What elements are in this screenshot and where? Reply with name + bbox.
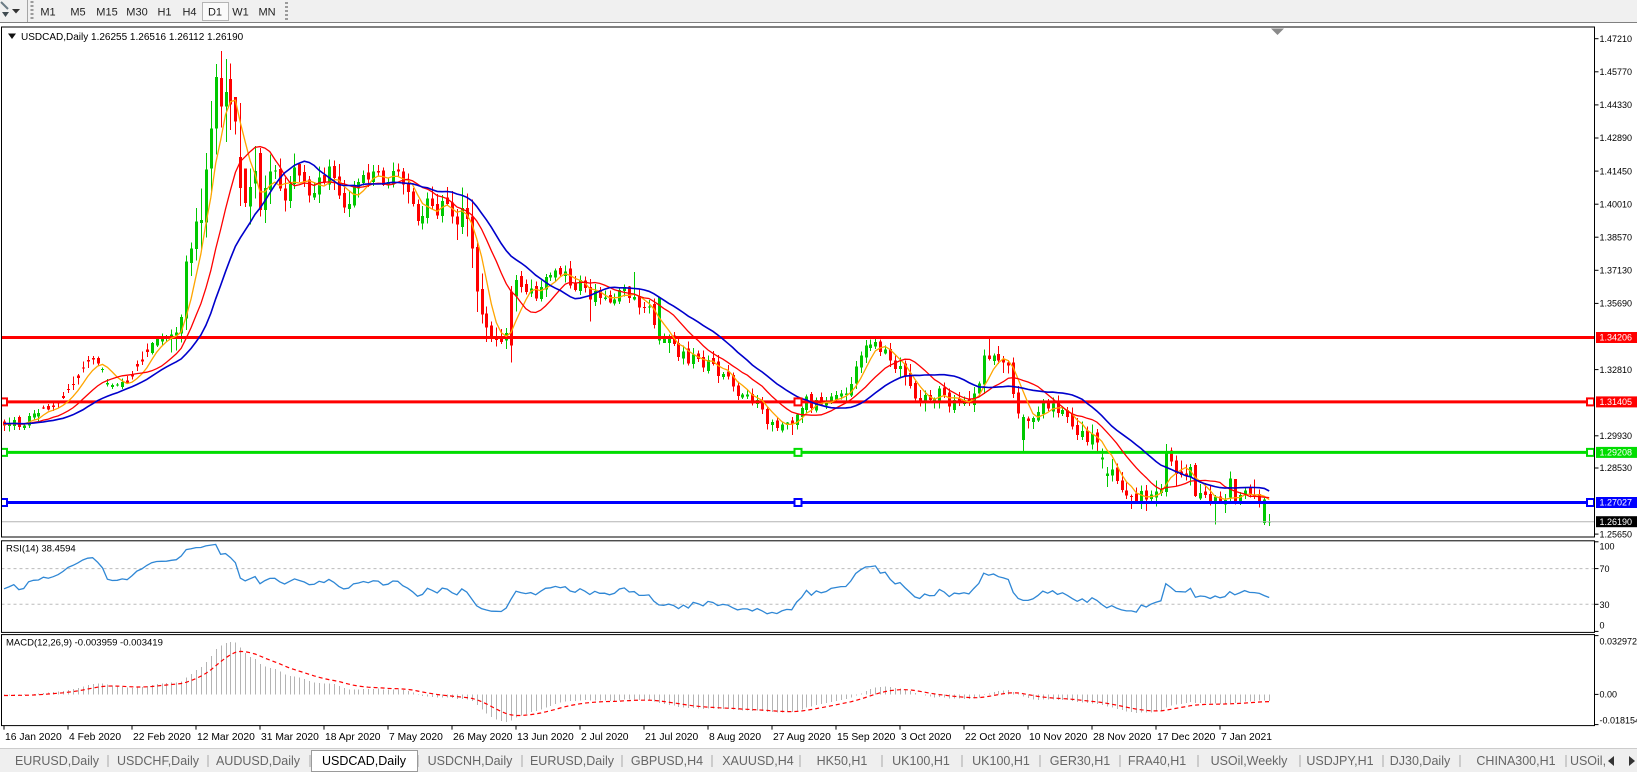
svg-text:7 May 2020: 7 May 2020 — [389, 732, 443, 743]
svg-text:H4: H4 — [182, 7, 196, 19]
svg-text:1.35690: 1.35690 — [1600, 299, 1633, 309]
svg-text:8 Aug 2020: 8 Aug 2020 — [709, 732, 761, 743]
svg-text:RSI(14) 38.4594: RSI(14) 38.4594 — [6, 544, 76, 555]
svg-text:1.32810: 1.32810 — [1600, 365, 1633, 375]
svg-text:10 Nov 2020: 10 Nov 2020 — [1029, 732, 1088, 743]
svg-text:H1: H1 — [157, 7, 171, 19]
svg-text:1.42890: 1.42890 — [1600, 133, 1633, 143]
svg-text:28 Nov 2020: 28 Nov 2020 — [1093, 732, 1152, 743]
svg-text:100: 100 — [1600, 542, 1615, 552]
svg-text:D1: D1 — [208, 7, 222, 19]
svg-text:USOil,Weekly: USOil,Weekly — [1211, 754, 1289, 768]
svg-text:UK100,H1: UK100,H1 — [892, 754, 950, 768]
svg-text:1.27027: 1.27027 — [1600, 498, 1633, 508]
svg-text:1.29930: 1.29930 — [1600, 431, 1633, 441]
svg-text:USOil,: USOil, — [1570, 754, 1606, 768]
svg-text:USDCAD,Daily: USDCAD,Daily — [322, 754, 407, 768]
svg-text:17 Dec 2020: 17 Dec 2020 — [1157, 732, 1216, 743]
svg-text:1.25650: 1.25650 — [1600, 529, 1633, 539]
svg-text:M15: M15 — [96, 7, 117, 19]
svg-text:15 Sep 2020: 15 Sep 2020 — [837, 732, 896, 743]
svg-text:12 Mar 2020: 12 Mar 2020 — [197, 732, 255, 743]
svg-text:1.41450: 1.41450 — [1600, 166, 1633, 176]
svg-text:0: 0 — [1600, 621, 1605, 631]
svg-text:1.28530: 1.28530 — [1600, 463, 1633, 473]
svg-text:M5: M5 — [70, 7, 85, 19]
svg-text:EURUSD,Daily: EURUSD,Daily — [15, 754, 100, 768]
svg-text:1.40010: 1.40010 — [1600, 199, 1633, 209]
svg-text:18 Apr 2020: 18 Apr 2020 — [325, 732, 381, 743]
svg-text:3 Oct 2020: 3 Oct 2020 — [901, 732, 952, 743]
svg-text:1.29208: 1.29208 — [1600, 448, 1633, 458]
svg-text:MN: MN — [258, 7, 275, 19]
svg-text:22 Feb 2020: 22 Feb 2020 — [133, 732, 191, 743]
svg-text:1.45770: 1.45770 — [1600, 67, 1633, 77]
svg-text:EURUSD,Daily: EURUSD,Daily — [530, 754, 615, 768]
svg-text:22 Oct 2020: 22 Oct 2020 — [965, 732, 1021, 743]
svg-text:CHINA300,H1: CHINA300,H1 — [1476, 754, 1555, 768]
svg-text:W1: W1 — [232, 7, 249, 19]
svg-text:HK50,H1: HK50,H1 — [817, 754, 868, 768]
svg-text:M1: M1 — [40, 7, 55, 19]
svg-text:MACD(12,26,9) -0.003959 -0.003: MACD(12,26,9) -0.003959 -0.003419 — [6, 638, 163, 649]
svg-text:USDJPY,H1: USDJPY,H1 — [1306, 754, 1373, 768]
svg-text:31 Mar 2020: 31 Mar 2020 — [261, 732, 319, 743]
svg-text:GBPUSD,H4: GBPUSD,H4 — [631, 754, 703, 768]
svg-text:USDCAD,Daily 1.26255 1.26516: USDCAD,Daily 1.26255 1.26516 1.26112 1.2… — [21, 32, 244, 43]
svg-text:AUDUSD,Daily: AUDUSD,Daily — [216, 754, 301, 768]
svg-text:70: 70 — [1600, 564, 1610, 574]
svg-text:0.00: 0.00 — [1600, 690, 1618, 700]
svg-text:1.38570: 1.38570 — [1600, 232, 1633, 242]
svg-text:1.26190: 1.26190 — [1600, 517, 1633, 527]
svg-text:21 Jul 2020: 21 Jul 2020 — [645, 732, 699, 743]
svg-text:13 Jun 2020: 13 Jun 2020 — [517, 732, 574, 743]
svg-text:16 Jan 2020: 16 Jan 2020 — [5, 732, 62, 743]
svg-text:USDCNH,Daily: USDCNH,Daily — [428, 754, 513, 768]
svg-text:2 Jul 2020: 2 Jul 2020 — [581, 732, 629, 743]
svg-text:USDCHF,Daily: USDCHF,Daily — [117, 754, 200, 768]
svg-text:0.032972: 0.032972 — [1600, 637, 1637, 647]
svg-text:1.31405: 1.31405 — [1600, 397, 1633, 407]
svg-text:UK100,H1: UK100,H1 — [972, 754, 1030, 768]
svg-text:1.44330: 1.44330 — [1600, 100, 1633, 110]
svg-text:XAUUSD,H4: XAUUSD,H4 — [722, 754, 794, 768]
svg-text:1.34206: 1.34206 — [1600, 333, 1633, 343]
svg-text:GER30,H1: GER30,H1 — [1050, 754, 1110, 768]
svg-text:26 May 2020: 26 May 2020 — [453, 732, 513, 743]
svg-text:7 Jan 2021: 7 Jan 2021 — [1221, 732, 1272, 743]
svg-text:FRA40,H1: FRA40,H1 — [1128, 754, 1186, 768]
svg-text:1.47210: 1.47210 — [1600, 34, 1633, 44]
svg-text:-0.018154: -0.018154 — [1600, 716, 1637, 726]
svg-text:1.37130: 1.37130 — [1600, 266, 1633, 276]
svg-text:27 Aug 2020: 27 Aug 2020 — [773, 732, 831, 743]
svg-text:30: 30 — [1600, 600, 1610, 610]
svg-text:M30: M30 — [126, 7, 147, 19]
svg-text:DJ30,Daily: DJ30,Daily — [1390, 754, 1451, 768]
svg-text:4 Feb 2020: 4 Feb 2020 — [69, 732, 121, 743]
